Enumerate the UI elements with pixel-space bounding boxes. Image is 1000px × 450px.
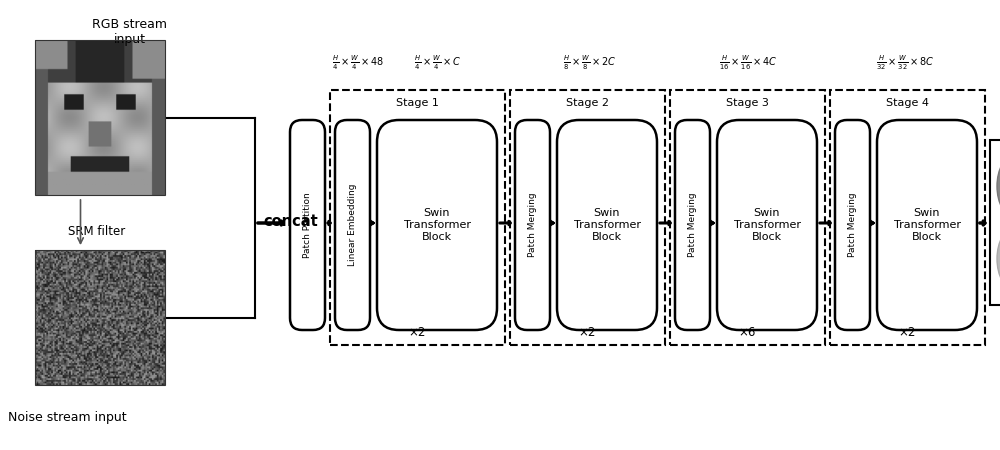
Bar <box>35 250 165 385</box>
Text: ×6: ×6 <box>738 326 756 339</box>
Text: ×2: ×2 <box>898 326 916 339</box>
Text: ×2: ×2 <box>578 326 596 339</box>
FancyBboxPatch shape <box>717 120 817 330</box>
Text: Patch Partition: Patch Partition <box>303 192 312 258</box>
Text: $\frac{H}{4}\times\frac{W}{4}\times C$: $\frac{H}{4}\times\frac{W}{4}\times C$ <box>414 54 462 72</box>
Text: Stage 3: Stage 3 <box>726 98 769 108</box>
Text: Noise stream input: Noise stream input <box>8 411 127 424</box>
FancyBboxPatch shape <box>835 120 870 330</box>
Text: Swin
Transformer
Block: Swin Transformer Block <box>404 208 471 242</box>
FancyBboxPatch shape <box>877 120 977 330</box>
Text: Stage 4: Stage 4 <box>886 98 929 108</box>
Text: Swin
Transformer
Block: Swin Transformer Block <box>734 208 800 242</box>
Text: $\frac{H}{8}\times\frac{W}{8}\times2C$: $\frac{H}{8}\times\frac{W}{8}\times2C$ <box>563 54 617 72</box>
FancyBboxPatch shape <box>675 120 710 330</box>
Text: Stage 1: Stage 1 <box>396 98 439 108</box>
Text: ×2: ×2 <box>408 326 426 339</box>
FancyBboxPatch shape <box>335 120 370 330</box>
Text: RGB stream
input: RGB stream input <box>92 18 168 46</box>
Text: Swin
Transformer
Block: Swin Transformer Block <box>894 208 960 242</box>
Text: Patch Merging: Patch Merging <box>848 193 857 257</box>
FancyBboxPatch shape <box>515 120 550 330</box>
Text: $\frac{H}{32}\times\frac{W}{32}\times8C$: $\frac{H}{32}\times\frac{W}{32}\times8C$ <box>876 54 934 72</box>
Text: SRM filter: SRM filter <box>68 225 126 238</box>
FancyBboxPatch shape <box>290 120 325 330</box>
Text: Swin
Transformer
Block: Swin Transformer Block <box>574 208 640 242</box>
Text: Linear Embedding: Linear Embedding <box>348 184 357 266</box>
Text: Stage 2: Stage 2 <box>566 98 609 108</box>
Ellipse shape <box>997 227 1000 290</box>
Ellipse shape <box>997 155 1000 217</box>
Text: $\frac{H}{16}\times\frac{W}{16}\times4C$: $\frac{H}{16}\times\frac{W}{16}\times4C$ <box>719 54 777 72</box>
FancyBboxPatch shape <box>377 120 497 330</box>
Bar <box>35 40 165 195</box>
Text: Patch Merging: Patch Merging <box>688 193 697 257</box>
Text: $\frac{H}{4}\times\frac{W}{4}\times48$: $\frac{H}{4}\times\frac{W}{4}\times48$ <box>332 54 384 72</box>
Text: Patch Merging: Patch Merging <box>528 193 537 257</box>
Bar <box>990 140 1000 305</box>
FancyBboxPatch shape <box>557 120 657 330</box>
Text: concat: concat <box>263 213 318 229</box>
